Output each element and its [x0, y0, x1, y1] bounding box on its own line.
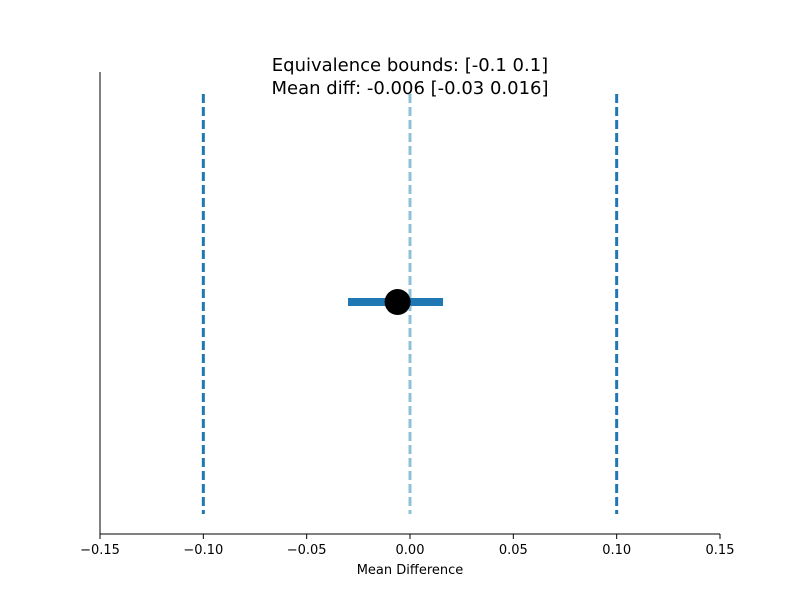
x-tick-label: 0.00 — [396, 543, 425, 558]
x-tick-label: −0.15 — [80, 543, 120, 558]
chart-title-line-2: Mean diff: -0.006 [-0.03 0.016] — [272, 78, 549, 99]
x-tick-label: 0.05 — [499, 543, 528, 558]
x-tick-label: −0.10 — [183, 543, 223, 558]
x-axis-label: Mean Difference — [357, 563, 464, 578]
chart-title-line-1: Equivalence bounds: [-0.1 0.1] — [272, 55, 548, 76]
equivalence-bound-lines — [201, 94, 619, 514]
x-tick-label: 0.10 — [602, 543, 631, 558]
mean-difference-point — [384, 289, 411, 315]
x-axis-ticks: −0.15 −0.10 −0.05 0.00 0.05 0.10 0.15 — [80, 534, 734, 558]
x-tick-label: 0.15 — [706, 543, 735, 558]
x-tick-label: −0.05 — [287, 543, 327, 558]
